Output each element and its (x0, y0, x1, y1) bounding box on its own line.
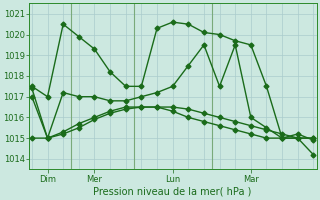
X-axis label: Pression niveau de la mer( hPa ): Pression niveau de la mer( hPa ) (93, 187, 252, 197)
